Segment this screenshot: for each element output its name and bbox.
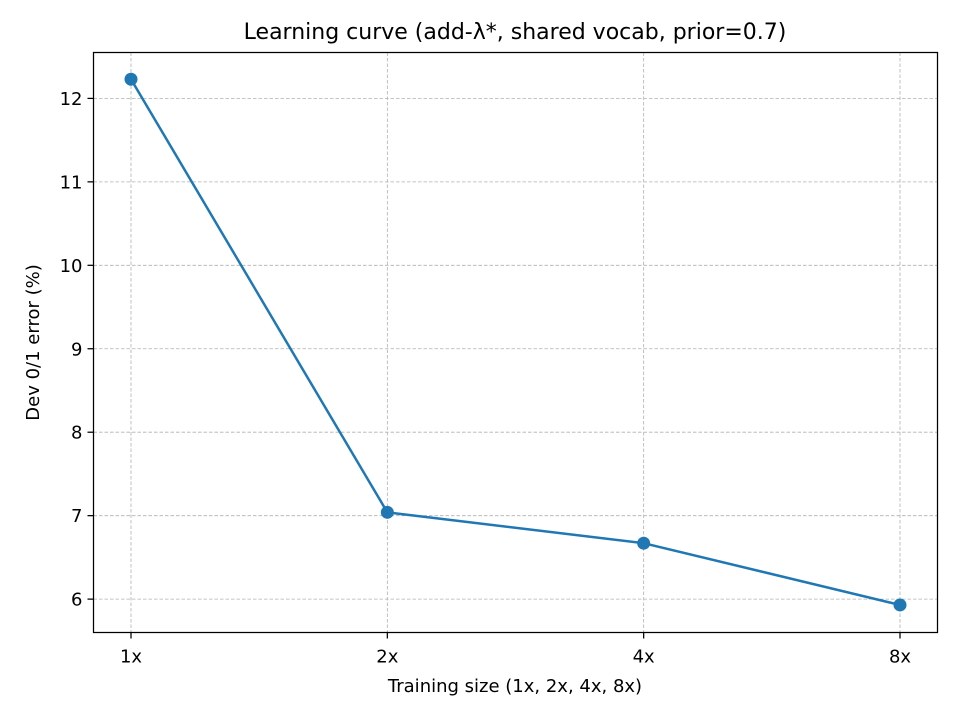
x-tick-label: 8x	[889, 647, 911, 668]
chart-title: Learning curve (add-λ*, shared vocab, pr…	[244, 20, 787, 45]
data-point-1x	[124, 72, 138, 86]
y-tick-label: 6	[71, 590, 82, 611]
x-tick-label: 4x	[633, 647, 655, 668]
y-tick-label: 11	[60, 172, 83, 193]
plot-area-frame	[92, 51, 939, 634]
x-axis-ticks: 1x 2x 4x 8x	[120, 632, 911, 668]
series	[124, 72, 907, 612]
y-tick-label: 10	[60, 256, 83, 277]
x-axis-label: Training size (1x, 2x, 4x, 8x)	[387, 676, 642, 697]
x-tick-label: 1x	[120, 647, 142, 668]
y-tick-label: 7	[71, 506, 82, 527]
y-tick-label: 9	[71, 339, 82, 360]
y-axis-ticks: 6 7 8 9 10 11 12	[60, 89, 94, 611]
series-line	[129, 78, 901, 607]
data-point-4x	[637, 536, 651, 550]
data-point-8x	[893, 598, 907, 612]
y-tick-label: 12	[60, 89, 83, 110]
y-axis-label: Dev 0/1 error (%)	[23, 264, 44, 420]
x-tick-label: 2x	[376, 647, 398, 668]
y-tick-label: 8	[71, 423, 82, 444]
grid	[93, 52, 938, 633]
data-point-2x	[380, 505, 394, 519]
